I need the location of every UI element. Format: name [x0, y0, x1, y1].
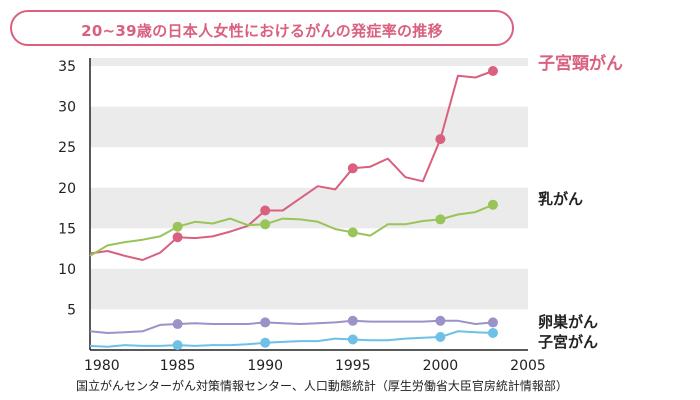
x-tick-label: 1995: [335, 358, 371, 374]
series-marker-1: [172, 221, 183, 232]
series-label-1: 乳がん: [538, 190, 583, 208]
series-line-3: [89, 330, 494, 348]
x-tick-label: 1990: [247, 358, 283, 374]
x-tick-label: 2005: [510, 358, 546, 374]
y-tick-label: 15: [58, 221, 76, 237]
y-tick-label: 10: [58, 262, 76, 278]
source-note: 国立がんセンターがん対策情報センター、人口動態統計（厚生労働省大臣官房統計情報部…: [76, 379, 568, 393]
y-tick-label: 30: [58, 100, 76, 116]
series-marker-3: [172, 340, 183, 351]
series-label-2: 卵巣がん: [538, 313, 598, 331]
series-marker-3: [435, 332, 446, 343]
series-marker-2: [172, 319, 183, 330]
grid-band-0: [90, 268, 528, 310]
grid-band-top: [90, 58, 528, 67]
chart-title: 20~39歳の日本人女性におけるがんの発症率の推移: [81, 22, 443, 40]
series-marker-0: [172, 232, 183, 243]
y-tick-label: 20: [58, 181, 76, 197]
grid-band-2: [90, 106, 528, 148]
series-marker-0: [260, 205, 271, 216]
series-marker-0: [347, 163, 358, 174]
series-marker-2: [487, 317, 498, 328]
series-marker-3: [260, 337, 271, 348]
series-label-3: 子宮がん: [538, 333, 598, 351]
series-marker-2: [347, 315, 358, 326]
series-marker-3: [487, 327, 498, 338]
series-marker-1: [487, 199, 498, 210]
series-marker-1: [347, 227, 358, 238]
series-marker-1: [435, 214, 446, 225]
series-marker-2: [260, 317, 271, 328]
y-tick-label: 5: [67, 302, 76, 318]
series-label-0: 子宮頸がん: [538, 53, 623, 74]
series-marker-1: [260, 219, 271, 230]
series-line-0: [89, 70, 494, 261]
y-tick-label: 35: [58, 59, 76, 75]
series-marker-3: [347, 334, 358, 345]
series-marker-0: [487, 65, 498, 76]
series-marker-0: [435, 134, 446, 145]
series-line-1: [89, 203, 494, 257]
series-line-2: [89, 319, 494, 334]
grid-band-1: [90, 187, 528, 229]
x-tick-label: 2000: [423, 358, 459, 374]
x-tick-label: 1980: [84, 358, 120, 374]
x-tick-label: 1985: [160, 358, 196, 374]
y-tick-label: 25: [58, 140, 76, 156]
chart-title-box: 20~39歳の日本人女性におけるがんの発症率の推移: [10, 10, 514, 46]
series-marker-2: [435, 315, 446, 326]
